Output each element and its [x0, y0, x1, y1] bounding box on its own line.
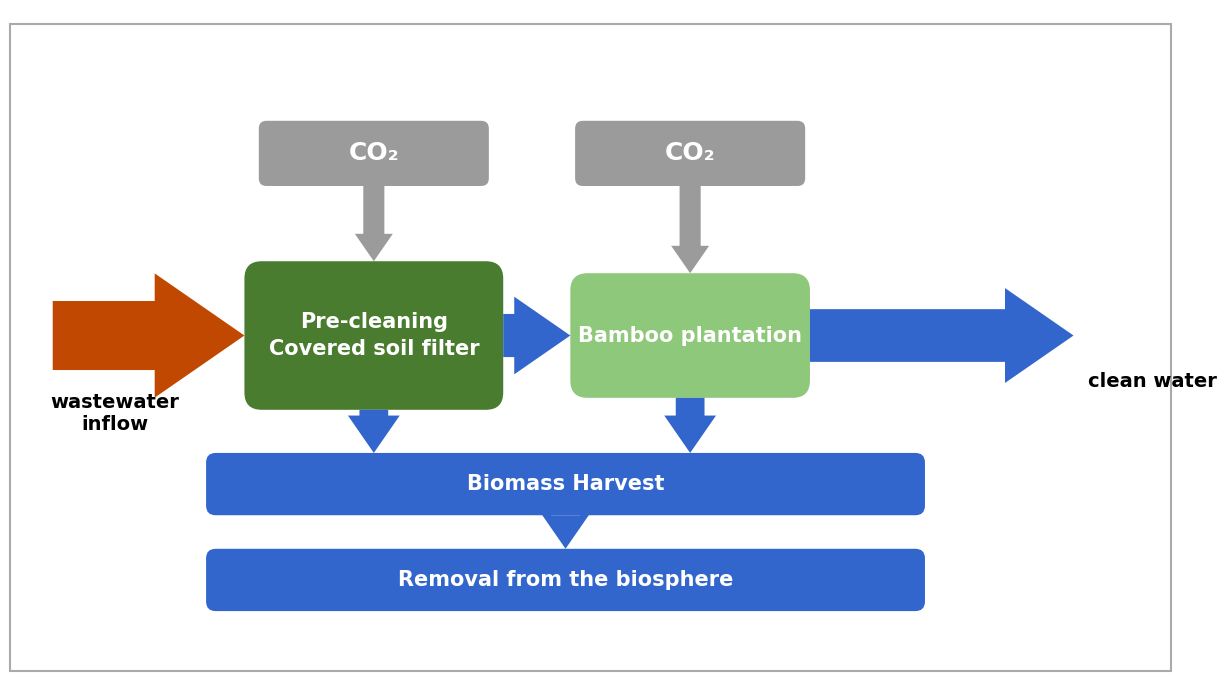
Polygon shape — [53, 273, 244, 398]
Text: CO₂: CO₂ — [349, 141, 399, 165]
FancyBboxPatch shape — [259, 121, 489, 186]
Polygon shape — [540, 512, 591, 549]
Polygon shape — [671, 186, 710, 273]
Text: Removal from the biosphere: Removal from the biosphere — [398, 570, 733, 590]
Text: Pre-cleaning
Covered soil filter: Pre-cleaning Covered soil filter — [269, 312, 479, 359]
FancyBboxPatch shape — [206, 453, 925, 515]
Text: Bamboo plantation: Bamboo plantation — [578, 325, 802, 345]
Text: Biomass Harvest: Biomass Harvest — [467, 474, 664, 494]
FancyBboxPatch shape — [244, 261, 503, 410]
FancyBboxPatch shape — [10, 24, 1172, 671]
Text: CO₂: CO₂ — [665, 141, 716, 165]
FancyBboxPatch shape — [570, 273, 809, 398]
FancyBboxPatch shape — [575, 121, 806, 186]
Polygon shape — [347, 410, 399, 453]
FancyBboxPatch shape — [206, 549, 925, 611]
Polygon shape — [355, 186, 393, 261]
Text: wastewater
inflow: wastewater inflow — [51, 393, 180, 434]
Polygon shape — [503, 297, 570, 375]
Polygon shape — [664, 398, 716, 453]
Polygon shape — [809, 288, 1073, 383]
Text: clean water: clean water — [1088, 372, 1217, 391]
